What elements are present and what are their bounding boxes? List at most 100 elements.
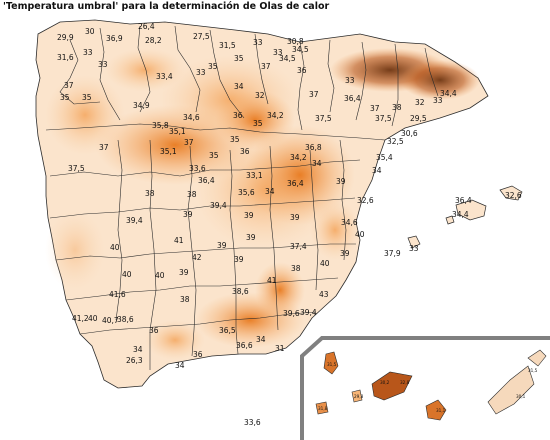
- island-value-label: 36,4: [455, 196, 472, 205]
- province-value-label: 34,6: [183, 113, 200, 122]
- province-value-label: 31: [275, 344, 285, 353]
- province-value-label: 34: [256, 335, 266, 344]
- province-value-label: 35,8: [152, 121, 169, 130]
- province-value-label: 35,1: [169, 127, 186, 136]
- province-value-label: 39: [340, 249, 350, 258]
- canary-island-value-label: 30,1: [516, 394, 526, 399]
- province-value-label: 39: [179, 268, 189, 277]
- province-value-label: 39: [336, 177, 346, 186]
- province-value-label: 39,4: [210, 201, 227, 210]
- province-value-label: 36: [240, 147, 250, 156]
- province-value-label: 41: [174, 236, 184, 245]
- province-value-label: 32,5: [387, 137, 404, 146]
- province-value-label: 36,4: [198, 176, 215, 185]
- province-value-label: 34,2: [267, 111, 284, 120]
- balearic-value-labels: 32,6 36,4 34,4 33: [409, 191, 522, 253]
- province-value-label: 34,9: [133, 101, 150, 110]
- canary-island-value-label: 31,1: [436, 408, 446, 413]
- province-value-label: 30,8: [287, 37, 304, 46]
- province-value-label: 35,4: [376, 153, 393, 162]
- island-value-label: 32,6: [505, 191, 522, 200]
- province-value-label: 32: [415, 98, 425, 107]
- province-value-label: 42: [192, 253, 202, 262]
- province-value-label: 38: [145, 189, 155, 198]
- province-value-label: 39: [290, 213, 300, 222]
- province-value-label: 36,4: [287, 179, 304, 188]
- province-value-label: 28,2: [145, 36, 162, 45]
- province-value-label: 39: [246, 233, 256, 242]
- province-value-label: 33: [433, 96, 443, 105]
- province-value-label: 35: [230, 135, 240, 144]
- province-value-label: 36: [297, 66, 307, 75]
- province-value-label: 37,5: [315, 114, 332, 123]
- province-value-label: 35,6: [238, 188, 255, 197]
- temperature-heat-layer: [45, 48, 480, 360]
- province-value-label: 39,6: [283, 309, 300, 318]
- standalone-value-label: 33,6: [244, 418, 261, 427]
- province-value-label: 33,6: [189, 164, 206, 173]
- province-value-label: 41,6: [109, 290, 126, 299]
- province-value-label: 39: [183, 210, 193, 219]
- province-borders: [45, 25, 439, 370]
- island-value-label: 33: [409, 244, 419, 253]
- canary-islands: [315, 349, 547, 421]
- province-value-label: 32: [255, 91, 265, 100]
- province-value-label: 30,6: [401, 129, 418, 138]
- province-value-label: 35: [208, 62, 218, 71]
- province-value-label: 30: [85, 27, 95, 36]
- province-value-label: 35: [234, 54, 244, 63]
- province-value-label: 33: [253, 38, 263, 47]
- province-value-label: 35,1: [160, 147, 177, 156]
- map-title: 'Temperatura umbral' para la determinaci…: [3, 1, 330, 12]
- province-value-label: 33,4: [156, 72, 173, 81]
- province-value-label: 31,6: [57, 53, 74, 62]
- canary-island-value-label: 31,5: [327, 362, 337, 367]
- province-value-label: 37: [99, 143, 109, 152]
- province-value-label: 34: [265, 187, 275, 196]
- province-value-label: 36: [149, 326, 159, 335]
- province-value-label: 43: [319, 290, 329, 299]
- province-value-label: 29,9: [57, 33, 74, 42]
- province-value-label: 34,5: [279, 54, 296, 63]
- province-value-label: 37: [64, 81, 74, 90]
- province-value-label: 34,5: [292, 45, 309, 54]
- province-value-label: 39,4: [126, 216, 143, 225]
- province-value-label: 26,4: [138, 22, 155, 31]
- province-value-label: 40,7: [102, 316, 119, 325]
- province-value-label: 41,2: [72, 314, 89, 323]
- province-value-label: 34,2: [290, 153, 307, 162]
- province-value-label: 33: [83, 48, 93, 57]
- province-value-label: 26,3: [126, 356, 143, 365]
- province-value-label: 40: [355, 230, 365, 239]
- province-value-label: 40: [88, 314, 98, 323]
- province-value-label: 38,6: [232, 287, 249, 296]
- province-value-label: 41: [267, 276, 277, 285]
- province-value-label: 38: [291, 264, 301, 273]
- canary-island-value-label: 29,8: [354, 394, 364, 399]
- province-value-label: 38,6: [117, 315, 134, 324]
- province-value-label: 37: [184, 138, 194, 147]
- province-value-label: 39: [234, 255, 244, 264]
- province-value-label: 35: [82, 93, 92, 102]
- province-value-label: 40: [320, 259, 330, 268]
- province-value-label: 40: [155, 271, 165, 280]
- province-value-label: 36,4: [344, 94, 361, 103]
- province-value-label: 37,9: [384, 249, 401, 258]
- province-value-label: 39: [244, 211, 254, 220]
- province-value-label: 39: [217, 241, 227, 250]
- province-value-label: 31,5: [219, 41, 236, 50]
- canary-island-value-label: 32,8: [400, 380, 410, 385]
- canary-island-value-label: 31,8: [318, 406, 328, 411]
- province-value-label: 34: [234, 82, 244, 91]
- province-value-label: 34: [175, 361, 185, 370]
- province-value-label: 34,4: [440, 89, 457, 98]
- province-value-label: 35: [209, 151, 219, 160]
- province-value-label: 37: [309, 90, 319, 99]
- province-value-label: 32,6: [357, 196, 374, 205]
- province-value-label: 36,6: [236, 341, 253, 350]
- province-value-label: 37: [370, 104, 380, 113]
- province-value-label: 29,5: [410, 114, 427, 123]
- province-value-label: 33: [196, 68, 206, 77]
- province-value-label: 34,6: [341, 218, 358, 227]
